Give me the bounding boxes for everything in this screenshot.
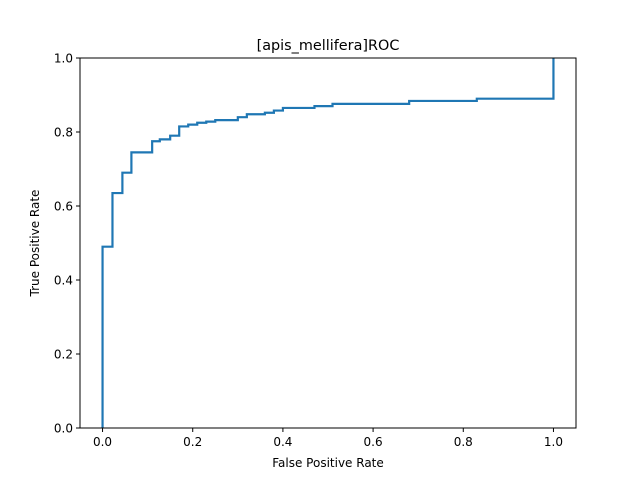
y-tick-label: 0.8 (54, 126, 73, 140)
y-axis-label: True Positive Rate (28, 190, 42, 298)
y-tick-label: 1.0 (54, 52, 73, 66)
x-axis-label: False Positive Rate (272, 456, 384, 470)
roc-curve-line (101, 58, 555, 428)
y-tick-label: 0.6 (54, 200, 73, 214)
plot-frame (79, 57, 577, 429)
x-tick-label: 0.4 (273, 435, 292, 449)
x-tick-label: 1.0 (544, 435, 563, 449)
y-tick-label: 0.0 (54, 422, 73, 436)
chart-title: [apis_mellifera]ROC (257, 38, 400, 54)
x-tick-label: 0.2 (183, 435, 202, 449)
y-tick-label: 0.4 (54, 274, 73, 288)
x-tick-label: 0.8 (454, 435, 473, 449)
x-tick-label: 0.0 (93, 435, 112, 449)
series-layer (101, 58, 555, 428)
x-tick-label: 0.6 (364, 435, 383, 449)
ticks-layer: 0.0 0.2 0.4 0.6 0.8 1.0 0.0 0.2 0.4 0.6 0.8 1.0 (54, 52, 563, 450)
y-tick-label: 0.2 (54, 348, 73, 362)
